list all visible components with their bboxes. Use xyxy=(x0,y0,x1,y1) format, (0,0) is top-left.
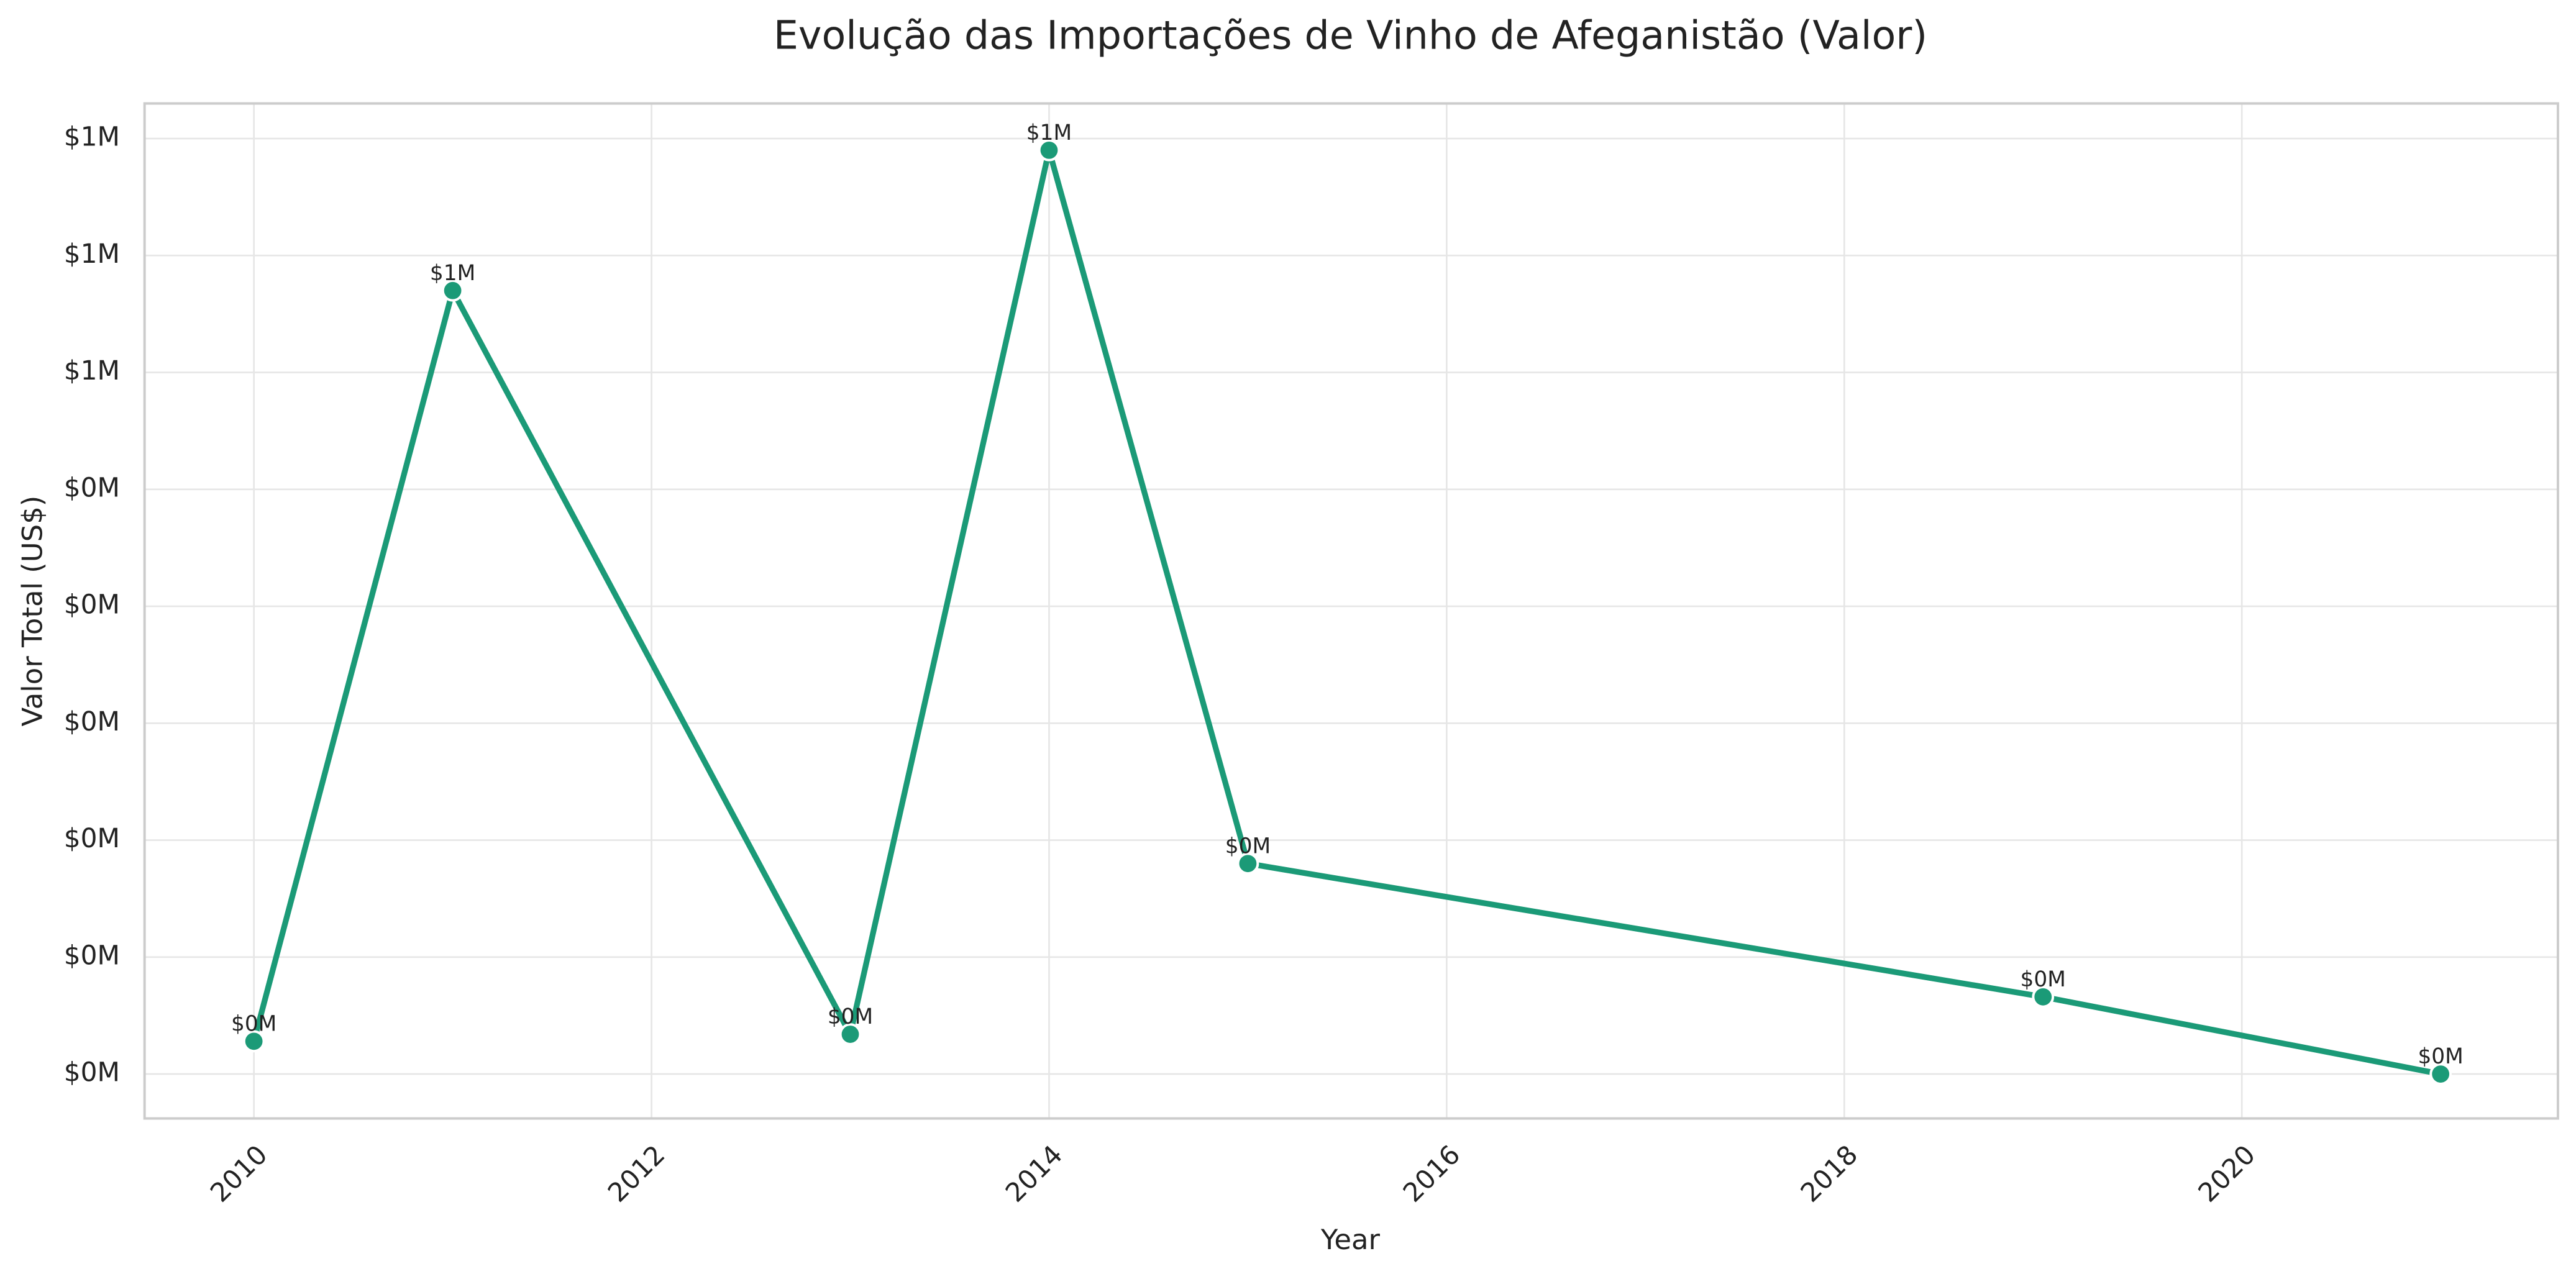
x-tick-label: 2016 xyxy=(1397,1139,1466,1208)
data-point xyxy=(1038,139,1061,162)
x-tick-label: 2020 xyxy=(2192,1139,2261,1208)
y-tick-label: $0M xyxy=(64,706,120,737)
y-tick-label: $0M xyxy=(64,940,120,970)
data-point xyxy=(441,279,464,302)
plot-frame xyxy=(143,102,2559,1120)
x-tick-label: 2012 xyxy=(602,1139,671,1208)
data-point xyxy=(2429,1063,2452,1085)
data-label: $0M xyxy=(2418,1044,2463,1069)
y-tick-label: $0M xyxy=(64,823,120,853)
data-label: $0M xyxy=(231,1011,276,1036)
data-label: $0M xyxy=(828,1004,873,1029)
y-tick-label: $0M xyxy=(64,1057,120,1088)
y-tick-label: $1M xyxy=(64,239,120,269)
data-label: $1M xyxy=(1026,121,1072,145)
y-tick-label: $0M xyxy=(64,589,120,620)
data-point xyxy=(2032,985,2055,1008)
data-point xyxy=(1236,852,1259,875)
grid xyxy=(144,103,2558,1119)
data-point xyxy=(242,1030,265,1053)
data-line xyxy=(251,147,2442,1077)
y-tick-label: $1M xyxy=(64,355,120,386)
y-tick-label: $1M xyxy=(64,122,120,152)
data-label: $1M xyxy=(430,261,475,286)
data-label: $0M xyxy=(1225,834,1271,858)
plot: $0M $1M $0M $1M $0M $0M $0M xyxy=(231,121,2464,1085)
data-label: $0M xyxy=(2021,967,2066,992)
x-axis-label: Year xyxy=(1320,1223,1381,1256)
y-tick-label: $0M xyxy=(64,472,120,503)
chart-title: Evolução das Importações de Vinho de Afe… xyxy=(774,12,1927,58)
data-point xyxy=(839,1023,862,1045)
x-tick-label: 2018 xyxy=(1795,1139,1864,1208)
x-tick-label: 2010 xyxy=(204,1139,273,1208)
y-axis-label: Valor Total (US$) xyxy=(16,496,49,727)
x-tick-label: 2014 xyxy=(1000,1139,1069,1208)
